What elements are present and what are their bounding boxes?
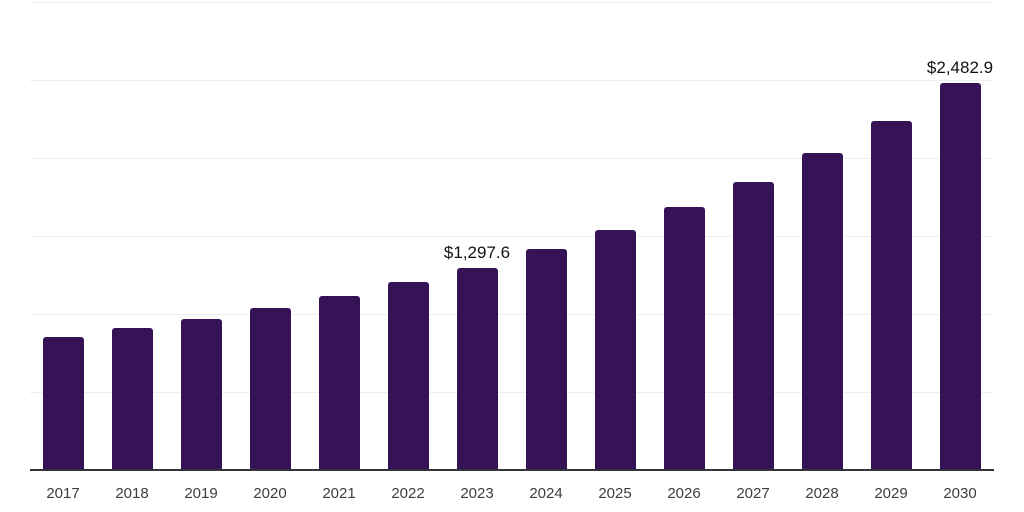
- x-tick-label-2022: 2022: [391, 485, 425, 502]
- x-tick-label-2020: 2020: [253, 485, 287, 502]
- x-tick-label-2021: 2021: [322, 485, 356, 502]
- bar-2022[interactable]: [387, 282, 429, 469]
- bar-2020[interactable]: [249, 308, 291, 469]
- x-tick-label-2029: 2029: [874, 485, 908, 502]
- gridline-3000: [30, 2, 993, 3]
- bar-value-label-2030: $2,482.9: [926, 57, 994, 77]
- bar-2028[interactable]: [801, 152, 843, 469]
- x-tick-label-2018: 2018: [115, 485, 149, 502]
- bar-2023[interactable]: [456, 267, 498, 469]
- x-tick-label-2028: 2028: [805, 485, 839, 502]
- x-tick-label-2026: 2026: [667, 485, 701, 502]
- bar-2018[interactable]: [111, 328, 153, 469]
- x-tick-label-2019: 2019: [184, 485, 218, 502]
- bar-2024[interactable]: [525, 249, 567, 469]
- gridline-500: [30, 392, 993, 393]
- gridline-1000: [30, 314, 993, 315]
- x-tick-label-2030: 2030: [943, 485, 977, 502]
- bar-2029[interactable]: [870, 121, 912, 469]
- x-tick-label-2023: 2023: [460, 485, 494, 502]
- bar-2019[interactable]: [180, 319, 222, 469]
- bar-2030[interactable]: [939, 82, 981, 469]
- bar-2025[interactable]: [594, 230, 636, 469]
- gridline-2000: [30, 158, 993, 159]
- x-tick-label-2024: 2024: [529, 485, 563, 502]
- x-tick-label-2017: 2017: [46, 485, 80, 502]
- bar-2021[interactable]: [318, 295, 360, 469]
- bar-2027[interactable]: [732, 182, 774, 469]
- bar-2026[interactable]: [663, 207, 705, 469]
- gridline-2500: [30, 80, 993, 81]
- x-axis-line: [30, 469, 994, 471]
- x-tick-label-2025: 2025: [598, 485, 632, 502]
- gridline-1500: [30, 236, 993, 237]
- bar-value-label-2023: $1,297.6: [443, 242, 511, 262]
- x-tick-label-2027: 2027: [736, 485, 770, 502]
- bar-2017[interactable]: [42, 336, 84, 469]
